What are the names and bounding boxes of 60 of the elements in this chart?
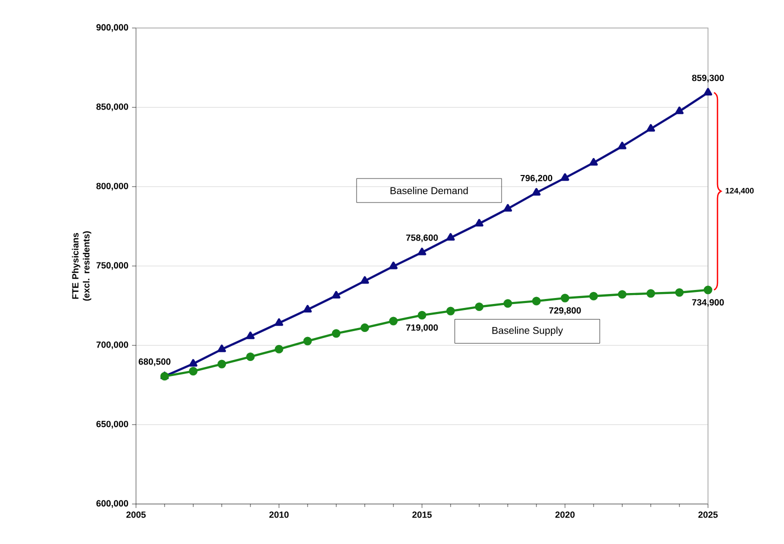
point [303, 336, 312, 346]
point [246, 352, 255, 362]
x-tick-label: 2010 [269, 512, 289, 518]
point [389, 262, 398, 270]
point [303, 304, 312, 313]
y-tick-label: 700,000 [96, 342, 128, 350]
x-tick-label: 2015 [412, 512, 432, 518]
point [589, 158, 598, 166]
y-tick-label: 650,000 [96, 420, 128, 428]
point [446, 306, 455, 316]
point [188, 366, 198, 376]
point [418, 248, 426, 256]
y-tick-label: 750,000 [96, 262, 128, 270]
text: Baseline Demand [390, 186, 468, 194]
point [704, 286, 712, 294]
point [274, 344, 284, 354]
point [446, 233, 455, 241]
point [532, 188, 541, 196]
annotation: 719,000 [406, 324, 438, 332]
annotation: 680,500 [138, 358, 170, 366]
point [332, 329, 340, 338]
point [618, 290, 626, 299]
y-tick-label: 850,000 [96, 104, 128, 112]
annotation: 734,900 [692, 299, 724, 307]
point [246, 332, 255, 340]
annotation: 796,200 [520, 174, 552, 182]
y-tick-label: 800,000 [96, 182, 128, 190]
point [675, 106, 684, 114]
point [274, 318, 284, 326]
annotation: 758,600 [406, 234, 438, 242]
point [218, 360, 226, 368]
point [218, 344, 226, 352]
y-tick-label: 600,000 [96, 500, 128, 508]
point [675, 288, 684, 297]
point [560, 294, 570, 302]
point [560, 173, 570, 181]
point [418, 310, 426, 320]
point [389, 316, 398, 326]
x-tick-label: 2025 [698, 512, 718, 518]
point [360, 276, 370, 284]
point [504, 204, 512, 212]
point [504, 299, 512, 308]
point [618, 142, 626, 150]
point [189, 359, 198, 367]
point [474, 302, 484, 312]
annotation: 859,300 [692, 74, 724, 82]
point [332, 290, 340, 299]
annotation: 729,800 [549, 307, 581, 315]
x-tick-label: 2020 [555, 512, 575, 518]
point [646, 124, 656, 132]
point [532, 296, 541, 306]
point [360, 323, 370, 332]
point [704, 88, 712, 96]
y-axis-title: FTE Physicians (excl. residents) [72, 231, 92, 301]
text: Baseline Supply [492, 326, 563, 336]
y-tick-label: 900,000 [96, 24, 128, 32]
x-tick-label: 2005 [126, 512, 146, 518]
point [589, 292, 598, 300]
point [646, 289, 656, 298]
point [475, 218, 484, 227]
